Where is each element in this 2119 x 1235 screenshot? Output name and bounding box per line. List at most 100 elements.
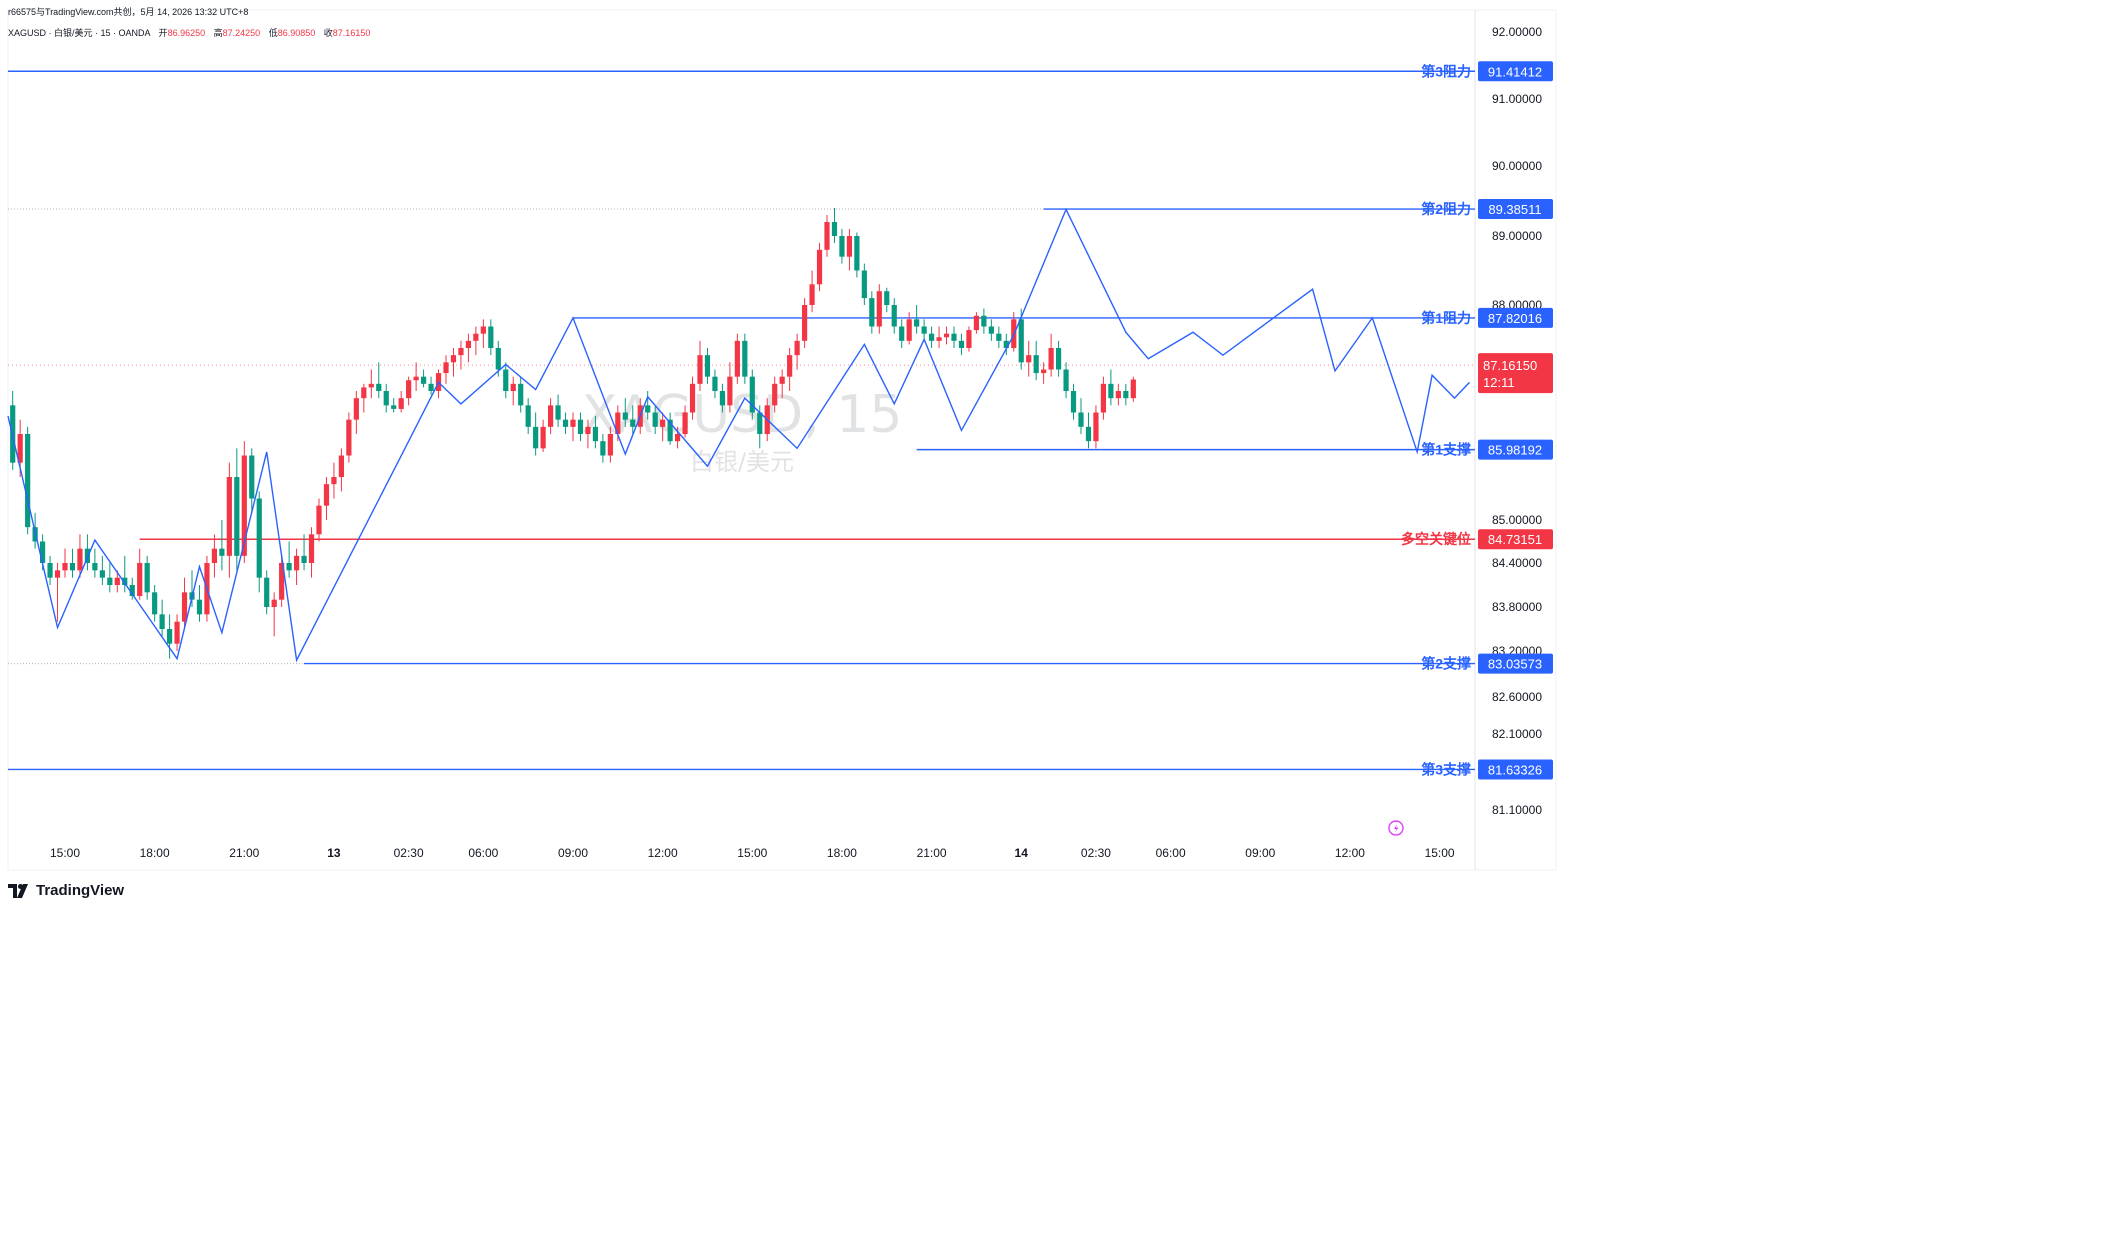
- candle-body: [226, 477, 232, 556]
- symbol-watermark: XAGUSD, 15 白银/美元: [582, 385, 903, 476]
- candle: [1085, 412, 1092, 449]
- candle-body: [660, 419, 666, 427]
- candle: [884, 287, 890, 313]
- candle: [973, 312, 980, 334]
- candle: [99, 555, 105, 585]
- level-value-badge: [1478, 759, 1553, 780]
- candle-body: [712, 376, 718, 391]
- candle: [682, 405, 688, 438]
- candle-body: [547, 405, 554, 427]
- candle: [869, 291, 875, 334]
- candle-body: [346, 419, 352, 456]
- level-label-resistance: 第2阻力 89.38511: [1421, 199, 1553, 220]
- candle-body: [943, 333, 950, 338]
- watermark-symbol: XAGUSD, 15: [582, 385, 903, 445]
- candle: [787, 348, 793, 391]
- candle: [562, 412, 569, 434]
- candle: [600, 434, 606, 463]
- candle-body: [353, 398, 359, 420]
- candle-body: [480, 326, 486, 334]
- candle-body: [152, 592, 158, 615]
- candle: [62, 548, 68, 578]
- candle-body: [607, 434, 613, 456]
- candle-body: [921, 326, 927, 334]
- candle-body: [988, 326, 994, 334]
- candle-body: [719, 391, 726, 406]
- brand-name: TradingView: [36, 882, 125, 899]
- candle-body: [630, 419, 636, 427]
- candle-body: [816, 249, 823, 285]
- candle: [129, 577, 135, 600]
- candle: [674, 426, 681, 449]
- candle-body: [577, 419, 584, 434]
- candle-body: [1003, 340, 1009, 348]
- candle-body: [1100, 383, 1107, 413]
- candle: [846, 229, 853, 271]
- candle-body: [734, 340, 740, 377]
- candle-body: [861, 270, 867, 299]
- candle-body: [249, 455, 255, 499]
- candle-body: [316, 505, 322, 535]
- price-tick-label: 81.10000: [1492, 803, 1542, 817]
- level-value: 84.73151: [1488, 532, 1542, 547]
- time-axis[interactable]: 15:00 18:00 21:00 13 02:30 06:00 09:00 12:00 15:…: [50, 846, 1455, 860]
- candle-body: [413, 376, 419, 381]
- candle: [308, 527, 315, 578]
- candle: [622, 398, 628, 427]
- candle: [689, 376, 696, 420]
- candle: [510, 376, 516, 406]
- level-value-badge: [1478, 307, 1553, 328]
- candle: [137, 548, 143, 600]
- candle: [152, 585, 158, 622]
- candle-body: [540, 426, 546, 449]
- time-tick-label: 21:00: [229, 846, 259, 860]
- candle-body: [279, 563, 285, 600]
- candle-body: [376, 383, 382, 391]
- candle: [226, 462, 232, 578]
- candle: [286, 541, 292, 578]
- candle-body: [1115, 391, 1121, 399]
- candle: [1130, 376, 1136, 402]
- level-value: 85.98192: [1488, 443, 1542, 458]
- candle: [607, 426, 613, 463]
- candle-body: [488, 326, 494, 348]
- price-chart[interactable]: XAGUSD, 15 白银/美元 92.00000 91.00000 90.00000…: [0, 0, 1564, 906]
- candle: [346, 412, 352, 463]
- candle: [107, 563, 113, 593]
- level-value: 83.03573: [1488, 657, 1542, 672]
- candle-body: [510, 383, 516, 391]
- candle-body: [1070, 391, 1077, 413]
- symbol-ohlc-line: XAGUSD · 白银/美元 · 15 · OANDA 开86.96250 高8…: [8, 26, 370, 39]
- candle: [921, 319, 927, 341]
- tradingview-brand[interactable]: TradingView: [8, 882, 124, 899]
- lightning-icon[interactable]: [1388, 820, 1404, 836]
- level-name: 多空关键位: [1401, 531, 1471, 547]
- candle-body: [256, 498, 262, 578]
- level-value: 81.63326: [1488, 762, 1542, 777]
- level-name: 第3阻力: [1421, 63, 1471, 79]
- candle-body: [465, 340, 472, 348]
- level-value-badge: [1478, 439, 1553, 460]
- candle: [1070, 383, 1077, 420]
- price-axis[interactable]: 92.0000091.0000090.0000089.0000088.00000…: [1492, 25, 1542, 817]
- level-value-badge: [1478, 61, 1553, 82]
- candle: [25, 426, 31, 535]
- candle: [473, 326, 479, 356]
- candle-body: [473, 333, 479, 341]
- candle: [1033, 340, 1039, 381]
- candle-body: [884, 291, 890, 305]
- candle: [219, 520, 225, 571]
- candle-body: [114, 577, 120, 585]
- candle: [376, 362, 382, 399]
- candle: [734, 333, 740, 384]
- candle-body: [1108, 383, 1114, 399]
- candle: [465, 333, 472, 363]
- candle: [391, 398, 397, 413]
- candle: [742, 333, 748, 384]
- candle-body: [211, 548, 218, 563]
- close-label: 收: [323, 28, 333, 38]
- candle: [249, 448, 255, 513]
- candle-body: [615, 412, 621, 434]
- candle-body: [1130, 379, 1136, 399]
- time-tick-label: 14: [1015, 846, 1029, 860]
